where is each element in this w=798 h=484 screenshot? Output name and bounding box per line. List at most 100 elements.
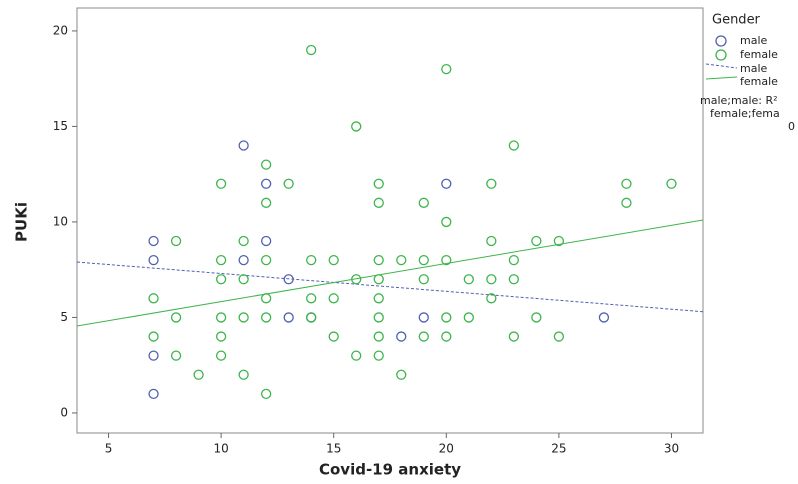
point <box>373 350 384 361</box>
point <box>306 254 317 266</box>
point <box>486 235 497 247</box>
point <box>261 159 272 170</box>
point <box>261 293 272 304</box>
point <box>486 293 497 304</box>
point <box>373 312 384 323</box>
point <box>508 140 519 151</box>
point <box>441 216 452 228</box>
point <box>306 44 317 56</box>
y-tick-label: 0 <box>60 405 68 419</box>
point <box>306 312 317 323</box>
point <box>170 350 182 361</box>
point <box>373 331 384 342</box>
point <box>215 350 227 361</box>
point <box>418 254 429 266</box>
point <box>148 388 159 399</box>
y-tick-label: 15 <box>53 119 68 133</box>
point <box>508 331 519 342</box>
point <box>486 274 497 285</box>
point <box>396 369 407 380</box>
legend-marker <box>715 49 727 61</box>
point <box>148 293 159 304</box>
point <box>463 274 474 285</box>
point <box>441 63 452 75</box>
point <box>441 331 452 342</box>
point <box>283 274 294 285</box>
point <box>215 312 227 323</box>
point <box>508 254 519 266</box>
point <box>238 254 249 266</box>
point <box>463 312 474 323</box>
point <box>261 197 272 208</box>
point <box>261 178 272 189</box>
y-tick-label: 10 <box>53 214 68 228</box>
r2-label: male;male: R² <box>700 94 778 107</box>
fit-line <box>76 219 704 327</box>
point <box>418 331 429 342</box>
point <box>486 178 497 189</box>
point <box>238 235 249 247</box>
point <box>373 254 384 266</box>
point <box>418 312 429 323</box>
point <box>238 274 249 285</box>
point <box>261 388 272 399</box>
legend-title: Gender <box>712 13 761 28</box>
point <box>373 197 384 208</box>
point <box>238 369 249 380</box>
point <box>441 254 452 266</box>
point <box>148 235 159 247</box>
point <box>508 274 519 285</box>
point <box>170 312 182 323</box>
point <box>396 254 407 266</box>
point <box>553 331 565 342</box>
point <box>215 178 227 189</box>
point <box>396 331 407 342</box>
point <box>328 293 339 304</box>
point <box>148 254 159 266</box>
point <box>441 312 452 323</box>
point <box>598 312 610 323</box>
point <box>328 254 339 266</box>
x-tick-label: 25 <box>551 442 566 456</box>
x-tick-label: 10 <box>213 442 228 456</box>
point <box>373 274 384 285</box>
point <box>621 197 632 208</box>
legend-label: male <box>740 62 768 75</box>
legend-label: male <box>740 34 768 47</box>
legend-line <box>705 76 738 80</box>
point <box>441 178 452 189</box>
x-tick-label: 15 <box>326 442 341 456</box>
point <box>418 197 429 208</box>
point <box>238 312 249 323</box>
point <box>418 274 429 285</box>
point <box>351 350 362 361</box>
point <box>261 312 272 323</box>
point <box>621 178 632 189</box>
point <box>553 235 565 247</box>
point <box>666 178 677 189</box>
point <box>215 274 227 285</box>
y-axis-title: PUKi <box>13 202 31 242</box>
point <box>238 140 249 151</box>
x-tick-label: 30 <box>664 442 679 456</box>
plot-area <box>76 7 704 434</box>
point <box>373 293 384 304</box>
y-tick-label: 20 <box>53 23 68 37</box>
point <box>215 331 227 342</box>
point <box>283 312 294 323</box>
point <box>373 178 384 189</box>
point <box>283 178 294 189</box>
legend-label: female <box>740 75 778 88</box>
point <box>531 235 542 247</box>
point <box>531 312 542 323</box>
x-tick-label: 5 <box>105 442 113 456</box>
legend-line <box>705 63 738 69</box>
point <box>261 254 272 266</box>
point <box>351 274 362 285</box>
legend-label: female <box>740 48 778 61</box>
x-tick-label: 20 <box>439 442 454 456</box>
point <box>351 121 362 132</box>
point <box>148 331 159 342</box>
